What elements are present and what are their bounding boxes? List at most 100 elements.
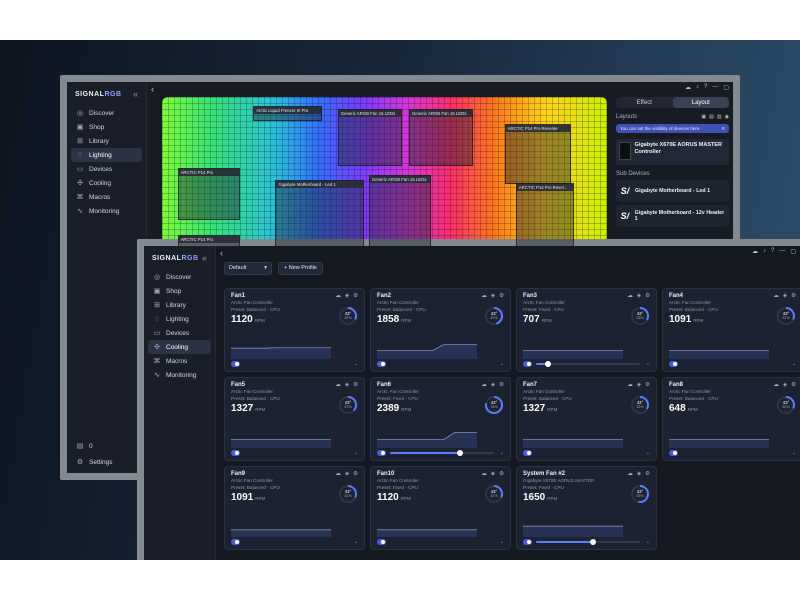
canvas-device[interactable]: ARCTIC P14 Pro Rever... (515, 182, 574, 247)
tab-layout[interactable]: Layout (672, 97, 729, 108)
canvas-device[interactable]: Generic ARGB Fan 16 LEDs (337, 109, 403, 166)
shield-icon[interactable]: ◈ (490, 382, 496, 388)
profile-select[interactable]: Default ▾ (224, 261, 272, 275)
chevron-down-icon[interactable]: ⌄ (353, 538, 358, 545)
fan-card[interactable]: Fan7 Arctic Fan Controller Preset: Balance… (516, 377, 657, 461)
fan-card[interactable]: Fan1 Arctic Fan Controller Preset: Balance… (224, 288, 365, 372)
gear-icon[interactable]: ⚙ (499, 293, 504, 299)
cloud-icon[interactable]: ☁ (627, 293, 633, 299)
sidebar-item-discover[interactable]: ◎ Discover (71, 106, 142, 120)
cloud-icon[interactable]: ☁ (481, 382, 487, 388)
cloud-icon[interactable]: ☁ (481, 293, 487, 299)
fan-card[interactable]: System Fan #2 Gigabyte X670E AORUS MASTER… (516, 466, 657, 550)
sub-device-item[interactable]: S/Gigabyte Motherboard - Led 1 (616, 180, 729, 202)
slider-knob[interactable] (456, 449, 463, 456)
shield-icon[interactable]: ◈ (636, 382, 642, 388)
save-icon[interactable]: ▤ (709, 114, 714, 120)
fan-speed-slider[interactable] (536, 538, 640, 545)
chevron-down-icon[interactable]: ⌄ (499, 360, 504, 367)
fan-toggle[interactable] (231, 538, 240, 545)
sidebar-item-shop[interactable]: ▣ Shop (148, 284, 211, 298)
sidebar-item-shop[interactable]: ▣ Shop (71, 120, 142, 134)
shield-icon[interactable]: ◈ (636, 293, 642, 299)
cloud-icon[interactable]: ☁ (481, 471, 487, 477)
maximize-icon[interactable]: ▢ (723, 85, 729, 91)
copy-icon[interactable]: ▥ (716, 114, 722, 120)
sidebar-item-macros[interactable]: ⌘ Macros (71, 190, 142, 204)
fan-toggle[interactable] (231, 360, 240, 367)
fan-toggle[interactable] (669, 449, 678, 456)
fan-speed-slider[interactable] (536, 360, 640, 367)
fan-toggle[interactable] (377, 360, 386, 367)
fan-toggle[interactable] (669, 360, 678, 367)
canvas-device[interactable]: ARCTIC P14 Pro Reverse (504, 124, 572, 184)
chevron-down-icon[interactable]: ⌄ (353, 449, 358, 456)
sidebar-item-library[interactable]: ⊞ Library (148, 298, 211, 312)
sidebar-item-cooling[interactable]: ✣ Cooling (71, 176, 142, 190)
sidebar-item-lighting[interactable]: ♢ Lighting (71, 148, 142, 162)
fan-toggle[interactable] (523, 360, 532, 367)
minimize-icon[interactable]: — (779, 248, 786, 254)
bell-icon[interactable]: ♪ (762, 248, 766, 254)
sidebar-item-monitoring[interactable]: ∿ Monitoring (148, 368, 211, 382)
gear-icon[interactable]: ⚙ (499, 382, 504, 388)
sidebar-item-monitoring[interactable]: ∿ Monitoring (71, 204, 142, 218)
fan-card[interactable]: Fan5 Arctic Fan Controller Preset: Balance… (224, 377, 365, 461)
sidebar-item-macros[interactable]: ⌘ Macros (148, 354, 211, 368)
sidebar-item-cooling[interactable]: ✣ Cooling (148, 340, 211, 354)
fan-toggle[interactable] (377, 538, 386, 545)
fan-card[interactable]: Fan10 Arctic Fan Controller Preset: Fixed … (370, 466, 511, 550)
help-icon[interactable]: ? (703, 84, 708, 90)
fan-toggle[interactable] (377, 449, 386, 456)
slider-knob[interactable] (545, 360, 552, 367)
chevron-down-icon[interactable]: ⌄ (645, 449, 650, 456)
fan-speed-slider[interactable] (390, 449, 494, 456)
canvas-device[interactable]: Gigabyte Motherboard - Led 1 (275, 179, 365, 247)
canvas-device[interactable]: ARCTIC P14 Pro (177, 167, 240, 220)
gear-icon[interactable]: ⚙ (645, 293, 650, 299)
fan-card[interactable]: Fan2 Arctic Fan Controller Preset: Balance… (370, 288, 511, 372)
cloud-icon[interactable]: ☁ (335, 293, 341, 299)
cloud-icon[interactable]: ☁ (627, 471, 633, 477)
chevron-down-icon[interactable]: ⌄ (353, 360, 358, 367)
collapse-sidebar-icon[interactable]: « (201, 253, 207, 263)
cloud-icon[interactable]: ☁ (335, 471, 341, 477)
fan-card[interactable]: Fan8 Arctic Fan Controller Preset: Balance… (662, 377, 800, 461)
cloud-icon[interactable]: ☁ (773, 293, 779, 299)
folder-icon[interactable]: ▣ (701, 114, 707, 120)
cloud-icon[interactable]: ☁ (684, 85, 691, 91)
canvas-device[interactable]: Generic ARGB Fan 16 LEDs (368, 175, 432, 247)
visibility-icon[interactable]: ◉ (724, 114, 729, 120)
fan-card[interactable]: Fan3 Arctic Fan Controller Preset: Fixed ·… (516, 288, 657, 372)
shield-icon[interactable]: ◈ (344, 382, 350, 388)
maximize-icon[interactable]: ▢ (790, 249, 796, 255)
close-icon[interactable]: ✕ (721, 125, 725, 131)
bell-icon[interactable]: ♪ (695, 84, 699, 90)
tab-effect[interactable]: Effect (636, 99, 652, 106)
gear-icon[interactable]: ⚙ (353, 293, 358, 299)
gear-icon[interactable]: ⚙ (645, 471, 650, 477)
fan-card[interactable]: Fan4 Arctic Fan Controller Preset: Balance… (662, 288, 800, 372)
canvas-device[interactable]: Generic ARGB Fan 16 LEDs (408, 109, 474, 166)
cloud-icon[interactable]: ☁ (773, 382, 779, 388)
gear-icon[interactable]: ⚙ (791, 293, 796, 299)
fan-card[interactable]: Fan6 Arctic Fan Controller Preset: Fixed ·… (370, 377, 511, 461)
chevron-down-icon[interactable]: ⌄ (499, 449, 504, 456)
new-profile-button[interactable]: + New Profile (278, 261, 323, 275)
fan-toggle[interactable] (523, 449, 532, 456)
notifications-item[interactable]: ▤ 0 (71, 439, 142, 453)
chevron-down-icon[interactable]: ⌄ (645, 360, 650, 367)
fan-card[interactable]: Fan9 Arctic Fan Controller Preset: Balance… (224, 466, 365, 550)
chevron-down-icon[interactable]: ⌄ (791, 449, 796, 456)
cloud-icon[interactable]: ☁ (335, 382, 341, 388)
fan-toggle[interactable] (523, 538, 532, 545)
layout-canvas[interactable]: Arctic Liquid Freezer III Pro Generic ARG… (162, 97, 607, 247)
help-icon[interactable]: ? (770, 248, 775, 254)
back-icon[interactable]: ‹ (151, 84, 154, 94)
sidebar-item-discover[interactable]: ◎ Discover (148, 270, 211, 284)
shield-icon[interactable]: ◈ (490, 471, 496, 477)
back-icon[interactable]: ‹ (220, 248, 223, 258)
sidebar-item-library[interactable]: ⊞ Library (71, 134, 142, 148)
sidebar-item-devices[interactable]: ▭ Devices (148, 326, 211, 340)
shield-icon[interactable]: ◈ (782, 293, 788, 299)
